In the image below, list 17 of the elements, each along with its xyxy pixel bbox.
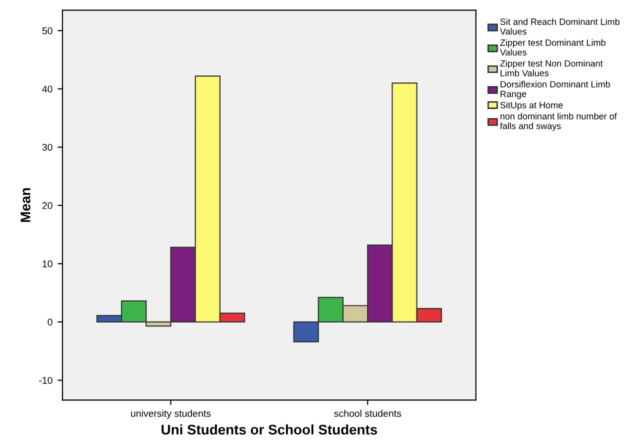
y-tick-label: 20: [42, 202, 52, 210]
y-tick-label: 30: [42, 144, 52, 151]
legend-label: Zipper test Non Dominant Limb Values: [500, 60, 603, 76]
y-tick-label: 10: [42, 260, 52, 268]
x-axis-title: Uni Students or School Students: [162, 424, 378, 435]
legend-label: Dorsiflexion Dominant Limb Range: [500, 80, 610, 99]
x-tick-label: school students: [334, 410, 402, 417]
y-axis-title: Mean: [20, 188, 30, 222]
y-tick-label: 0: [48, 318, 52, 326]
y-tick-label: 50: [42, 27, 52, 34]
y-tick-label: -10: [39, 376, 52, 384]
legend-label: SitUps at Home: [500, 102, 563, 110]
legend-label: non dominant limb number of falls and sways: [500, 112, 617, 131]
y-tick-label: 40: [42, 86, 52, 92]
legend-label: Zipper test Dominant Limb Values: [500, 39, 606, 56]
legend-label: Sit and Reach Dominant Limb Values: [500, 18, 620, 35]
x-tick-label: university students: [131, 410, 211, 419]
